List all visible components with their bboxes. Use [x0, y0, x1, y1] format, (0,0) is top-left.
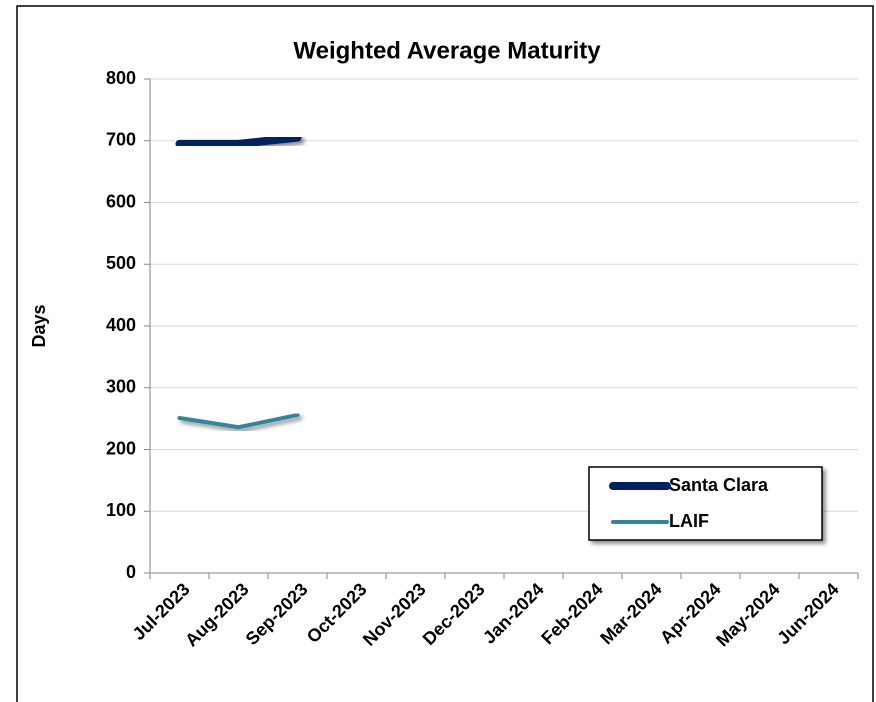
chart-border — [16, 5, 874, 702]
y-tick-label: 700 — [106, 130, 136, 150]
series-line — [175, 133, 302, 148]
y-axis-label: Days — [29, 304, 49, 347]
y-tick-label: 200 — [106, 438, 136, 458]
y-tick-label: 500 — [106, 253, 136, 273]
legend: Santa Clara LAIF — [588, 466, 823, 541]
y-tick-label: 0 — [126, 562, 136, 582]
y-tick-label: 800 — [106, 68, 136, 88]
legend-box — [588, 466, 823, 541]
y-tick-label: 100 — [106, 500, 136, 520]
lines — [175, 133, 302, 430]
y-tick-label: 600 — [106, 191, 136, 211]
series-line — [177, 412, 300, 430]
chart-title: Weighted Average Maturity — [293, 37, 601, 64]
y-tick-label: 300 — [106, 377, 136, 397]
legend-label: Santa Clara — [669, 475, 769, 495]
legend-label: LAIF — [669, 511, 709, 531]
y-tick-label: 400 — [106, 315, 136, 335]
